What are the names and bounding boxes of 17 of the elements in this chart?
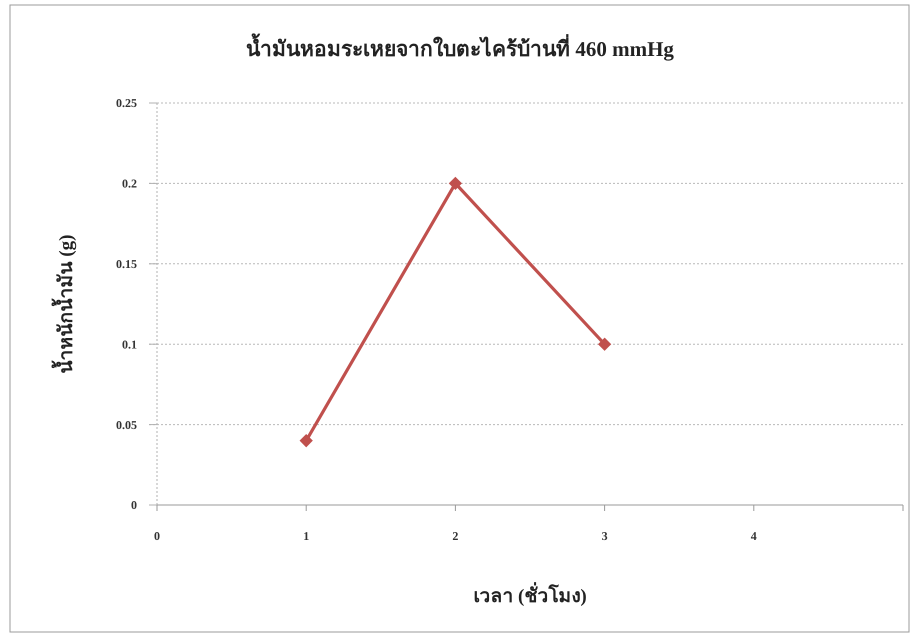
x-tick-label: 1 <box>303 529 310 543</box>
point <box>300 434 313 448</box>
y-tick-label: 0.05 <box>116 418 137 432</box>
x-axis-title: เวลา (ชั่วโมง) <box>473 582 587 607</box>
chart-title: น้ำมันหอมระเหยจากใบตะไคร้บ้านที่ 460 mmHg <box>246 33 674 61</box>
x-tick-label: 0 <box>154 529 160 543</box>
point <box>448 176 462 190</box>
x-tick-label: 2 <box>452 529 458 543</box>
x-tick-label: 3 <box>602 529 608 543</box>
y-tick-label: 0.15 <box>116 257 137 271</box>
y-tick-label: 0.1 <box>122 337 137 352</box>
x-tick-label: 4 <box>750 529 757 543</box>
y-axis-title: น้ำหนักน้ำมัน (g) <box>51 234 77 374</box>
y-tick-label: 0.2 <box>122 176 137 191</box>
point <box>598 338 612 351</box>
y-tick-label: 0.25 <box>116 96 137 110</box>
y-tick-label: 0 <box>131 498 137 512</box>
